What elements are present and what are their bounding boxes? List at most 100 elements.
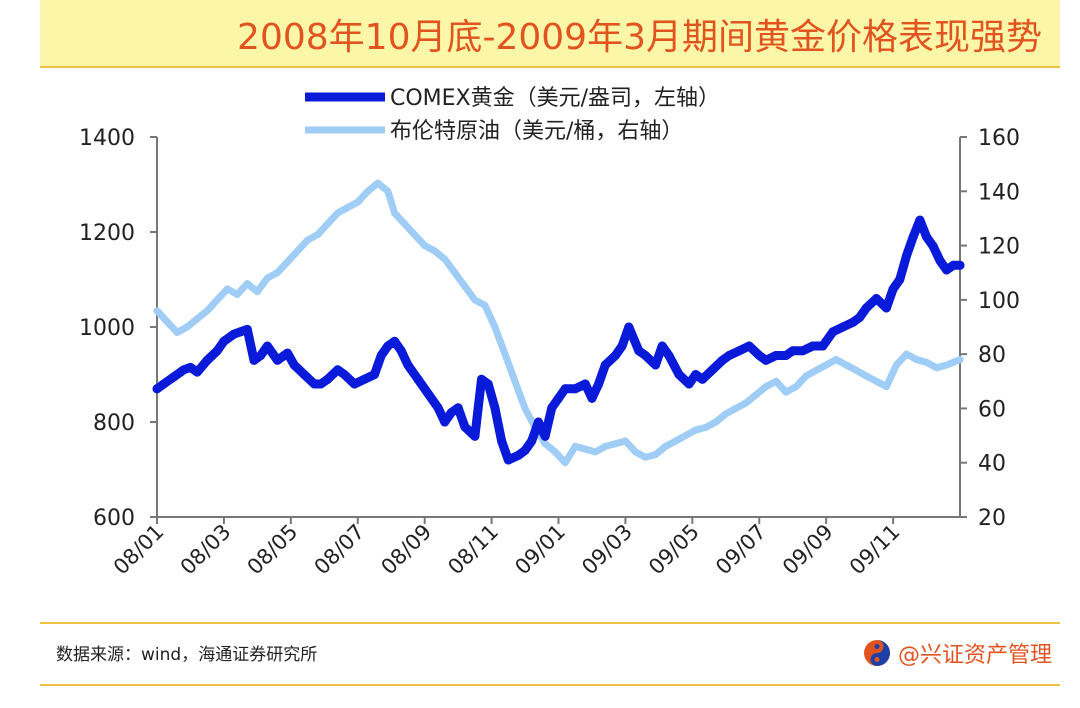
series-brent-oil-line-point (223, 285, 231, 293)
series-brent-oil-line-point (581, 445, 589, 453)
series-comex-gold-line-point (855, 313, 865, 322)
series-comex-gold-line-point (788, 346, 798, 356)
series-comex-gold-line (152, 215, 965, 465)
series-comex-gold-line-point (664, 351, 674, 360)
series-brent-oil-line-point (742, 399, 750, 407)
series-comex-gold-line-point (309, 379, 319, 389)
series-brent-oil-line-point (173, 328, 181, 336)
series-comex-gold-line-point (908, 232, 918, 242)
watermark: @兴证资产管理 (862, 637, 1052, 669)
footer-bottom-rule (40, 684, 1060, 686)
series-brent-oil-line (153, 179, 964, 467)
series-brent-oil-line-point (642, 453, 649, 461)
series-comex-gold-line-point (798, 346, 808, 356)
series-brent-oil-line-point (956, 356, 964, 364)
series-brent-oil-line-point (872, 377, 880, 385)
series-comex-gold-line-point (339, 370, 349, 379)
brand-logo-icon (863, 640, 890, 666)
series-comex-gold-line-point (888, 284, 898, 294)
x-tick-label: 08/03 (176, 520, 236, 580)
series-comex-gold-line-point (383, 341, 393, 351)
series-brent-oil-line-point (732, 404, 740, 412)
series-brent-oil-line-point (384, 187, 392, 195)
series-brent-oil-line-point (193, 315, 201, 323)
y-right-tick-label: 100 (978, 289, 1020, 314)
series-brent-oil-line-point (832, 356, 840, 364)
series-brent-oil-line-point (772, 377, 780, 385)
series-brent-oil-line-point (491, 323, 499, 331)
series-comex-gold-line-point (554, 393, 563, 403)
series-brent-oil-line-point (294, 247, 301, 255)
series-brent-oil-line-point (481, 301, 489, 309)
series-comex-gold-line-point (915, 215, 925, 225)
series-brent-oil-line-point (632, 448, 639, 456)
series-brent-oil-line-point (923, 358, 930, 366)
series-brent-oil-line-point (842, 361, 850, 369)
series-comex-gold-line-point (684, 379, 694, 389)
series-brent-oil-line-point (882, 383, 890, 391)
series-comex-gold-line-point (283, 348, 292, 358)
series-comex-gold-line-point (333, 365, 343, 375)
series-comex-gold-line-point (202, 355, 212, 365)
series-comex-gold-line-point (771, 351, 781, 360)
series-comex-gold-line-point (902, 251, 911, 261)
series-comex-gold-line-point (587, 393, 597, 403)
series-brent-oil-line-point (762, 383, 770, 391)
series-comex-gold-line-point (513, 450, 523, 460)
x-tick-label: 09/07 (711, 520, 771, 580)
series-brent-oil-line-point (722, 410, 730, 418)
y-right-tick-label: 60 (978, 397, 1006, 422)
series-brent-oil-line-point (253, 288, 261, 296)
series-comex-gold-line-point (460, 422, 470, 432)
legend-label: 布伦特原油（美元/桶，右轴） (390, 119, 683, 144)
series-comex-gold-line-point (744, 341, 754, 351)
series-comex-gold-line-point (403, 360, 413, 370)
legend-label: COMEX黄金（美元/盎司，左轴） (390, 86, 720, 111)
series-comex-gold-line-point (390, 336, 400, 346)
y-right-tick-label: 160 (978, 126, 1020, 151)
series-brent-oil-line-point (431, 247, 439, 255)
x-tick-label: 08/05 (243, 520, 303, 580)
series-brent-oil-line-point (561, 459, 569, 467)
series-brent-oil-line-point (273, 269, 281, 277)
footer-top-rule (40, 622, 1060, 624)
title-band: 2008年10月底-2009年3月期间黄金价格表现强势 (40, 0, 1060, 68)
series-brent-oil-line-point (551, 448, 559, 456)
series-brent-oil-line-point (421, 242, 429, 250)
series-comex-gold-line-point (249, 355, 259, 365)
series-comex-gold-line-point (781, 351, 791, 360)
series-comex-gold-line-point (707, 365, 717, 375)
series-brent-oil-line-point (364, 187, 372, 195)
series-comex-gold-line-point (881, 303, 891, 313)
series-comex-gold-line-point (169, 372, 179, 382)
series-brent-oil-line-point (933, 364, 941, 372)
series-comex-gold-line-point (396, 346, 406, 356)
series-comex-gold-line-point (691, 370, 701, 379)
y-left-tick-label: 1400 (79, 126, 135, 151)
series-comex-gold-line-point (192, 367, 202, 377)
series-brent-oil-line-point (401, 220, 409, 228)
series-comex-gold-line-point (527, 436, 537, 446)
source-note: 数据来源：wind，海通证券研究所 (56, 645, 318, 665)
series-comex-gold-line-point (433, 403, 443, 413)
series-comex-gold-line-point (370, 370, 379, 379)
series-comex-gold-line-point (580, 379, 590, 389)
series-brent-oil-line-point (892, 361, 900, 369)
series-comex-gold-line-point (470, 431, 480, 441)
series-comex-gold-line-point (935, 256, 945, 265)
series-brent-oil-line-point (441, 255, 449, 263)
series-brent-oil-line-point (344, 204, 352, 212)
series-comex-gold-line-point (848, 317, 858, 327)
series-comex-gold-line-point (477, 374, 486, 384)
series-brent-oil-line-point (692, 426, 700, 434)
series-brent-oil-line-point (792, 383, 800, 391)
series-comex-gold-line-point (376, 351, 386, 360)
series-brent-oil-line-point (304, 236, 312, 244)
series-comex-gold-line-point (359, 374, 369, 384)
series-comex-gold-line-point (289, 360, 299, 370)
series-brent-oil-line-point (521, 404, 529, 412)
series-brent-oil-line-point (233, 290, 241, 298)
series-brent-oil-line-point (461, 282, 469, 290)
series-comex-gold-line-point (838, 322, 848, 332)
series-brent-oil-line-point (243, 280, 251, 288)
